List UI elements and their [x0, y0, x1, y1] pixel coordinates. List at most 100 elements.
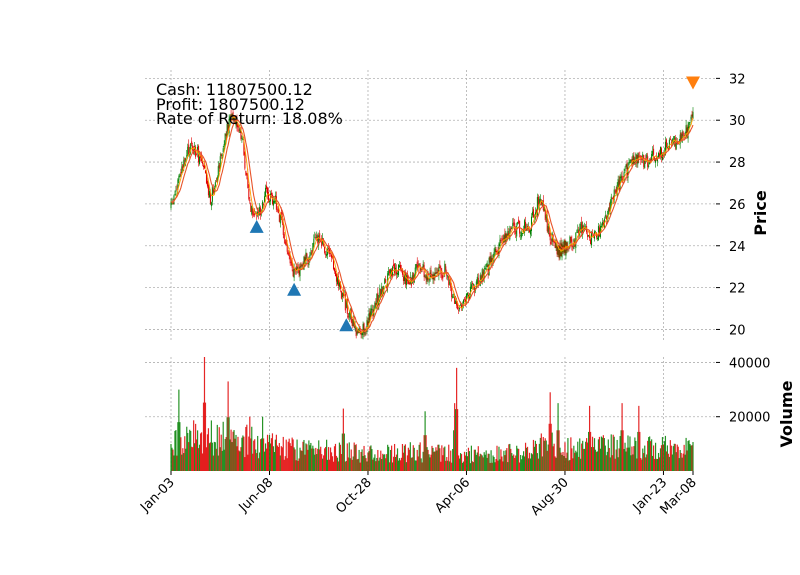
candle-body — [416, 261, 418, 268]
volume-bar — [203, 357, 206, 471]
volume-bar — [215, 448, 217, 471]
volume-bar — [592, 447, 595, 471]
volume-bar — [386, 454, 388, 471]
volume-bar — [239, 451, 241, 471]
volume-bar — [627, 435, 629, 471]
volume-bar — [362, 455, 364, 471]
volume-bar — [667, 453, 669, 471]
candle-body — [402, 276, 404, 282]
volume-bar — [388, 446, 390, 471]
candle-body — [649, 161, 651, 165]
volume-bar — [493, 456, 495, 471]
volume-bar — [334, 443, 337, 471]
volume-bar — [327, 459, 329, 471]
x-tick-label: Oct-28 — [333, 475, 375, 517]
volume-bar — [276, 445, 278, 471]
volume-bar — [385, 458, 387, 471]
volume-bar — [558, 430, 560, 471]
volume-bar — [179, 422, 181, 471]
candle-body — [576, 232, 578, 233]
candle-body — [237, 125, 239, 128]
volume-bar — [449, 461, 451, 471]
candle-body — [207, 184, 209, 196]
volume-bar — [555, 457, 557, 471]
volume-bar — [305, 443, 307, 471]
candle-body — [666, 146, 668, 149]
candle-body — [648, 165, 650, 167]
candle-body — [456, 300, 458, 306]
candle-body — [249, 199, 251, 202]
candle-body — [553, 241, 555, 242]
candle-body — [604, 215, 606, 217]
volume-bar — [263, 451, 266, 471]
candle-body — [175, 190, 177, 192]
candle-body — [564, 239, 566, 254]
candle-body — [339, 282, 341, 289]
volume-bar — [423, 435, 425, 471]
candle-body — [508, 233, 510, 238]
volume-bar — [629, 436, 631, 471]
candle-body — [503, 235, 505, 243]
volume-bar — [638, 405, 640, 471]
volume-bar — [459, 453, 462, 471]
volume-bar — [288, 438, 290, 471]
candle-body — [643, 155, 645, 167]
candle-body — [341, 292, 343, 298]
candle-body — [313, 238, 315, 245]
price-tick-labels: 20 22 24 26 28 30 32 — [716, 72, 746, 338]
ma-short-line — [170, 116, 694, 333]
candle-body — [510, 227, 512, 230]
volume-bar — [325, 446, 327, 471]
candle-body — [655, 158, 657, 163]
volume-bar — [647, 440, 649, 471]
candle-body — [324, 246, 326, 253]
volume-bar — [178, 389, 180, 471]
volume-bar — [284, 456, 286, 471]
volume-bar — [252, 453, 254, 471]
candle-body — [547, 225, 549, 232]
volume-bar — [443, 447, 445, 471]
volume-bar — [394, 457, 397, 471]
candle-body — [483, 269, 485, 279]
volume-bar — [206, 434, 209, 471]
volume-bar — [317, 448, 319, 471]
volume-bars — [170, 357, 694, 471]
volume-bar — [207, 428, 210, 471]
volume-bar — [678, 458, 680, 471]
candle-body — [308, 261, 310, 266]
volume-bar — [613, 436, 615, 471]
volume-bar — [584, 448, 586, 471]
volume-bar — [237, 436, 239, 471]
volume-bar — [355, 444, 357, 471]
volume-bar — [545, 440, 547, 471]
volume-bar — [381, 458, 383, 471]
volume-bar — [523, 456, 526, 471]
candle-body — [311, 250, 313, 254]
volume-bar — [617, 457, 619, 471]
candle-body — [170, 201, 172, 209]
volume-bar — [292, 439, 294, 471]
candle-body — [199, 156, 201, 164]
volume-bar — [287, 441, 289, 471]
candle-body — [204, 170, 206, 174]
volume-bar — [535, 443, 537, 471]
volume-bar — [411, 457, 413, 471]
candle-body — [291, 259, 293, 268]
candle-body — [591, 232, 593, 246]
volume-bar — [213, 441, 215, 471]
candle-body — [395, 267, 397, 271]
candle-body — [192, 145, 194, 151]
volume-tick-label: 20000 — [729, 411, 770, 426]
candle-body — [400, 269, 402, 271]
volume-bar — [421, 462, 423, 471]
volume-bar — [564, 442, 566, 471]
candle-body — [299, 266, 301, 277]
volume-bar — [514, 457, 516, 471]
candle-body — [675, 141, 677, 149]
volume-bar — [295, 460, 297, 471]
volume-bar — [605, 455, 607, 471]
volume-bar — [283, 459, 285, 471]
candle-body — [248, 188, 250, 199]
volume-bar — [589, 431, 592, 471]
